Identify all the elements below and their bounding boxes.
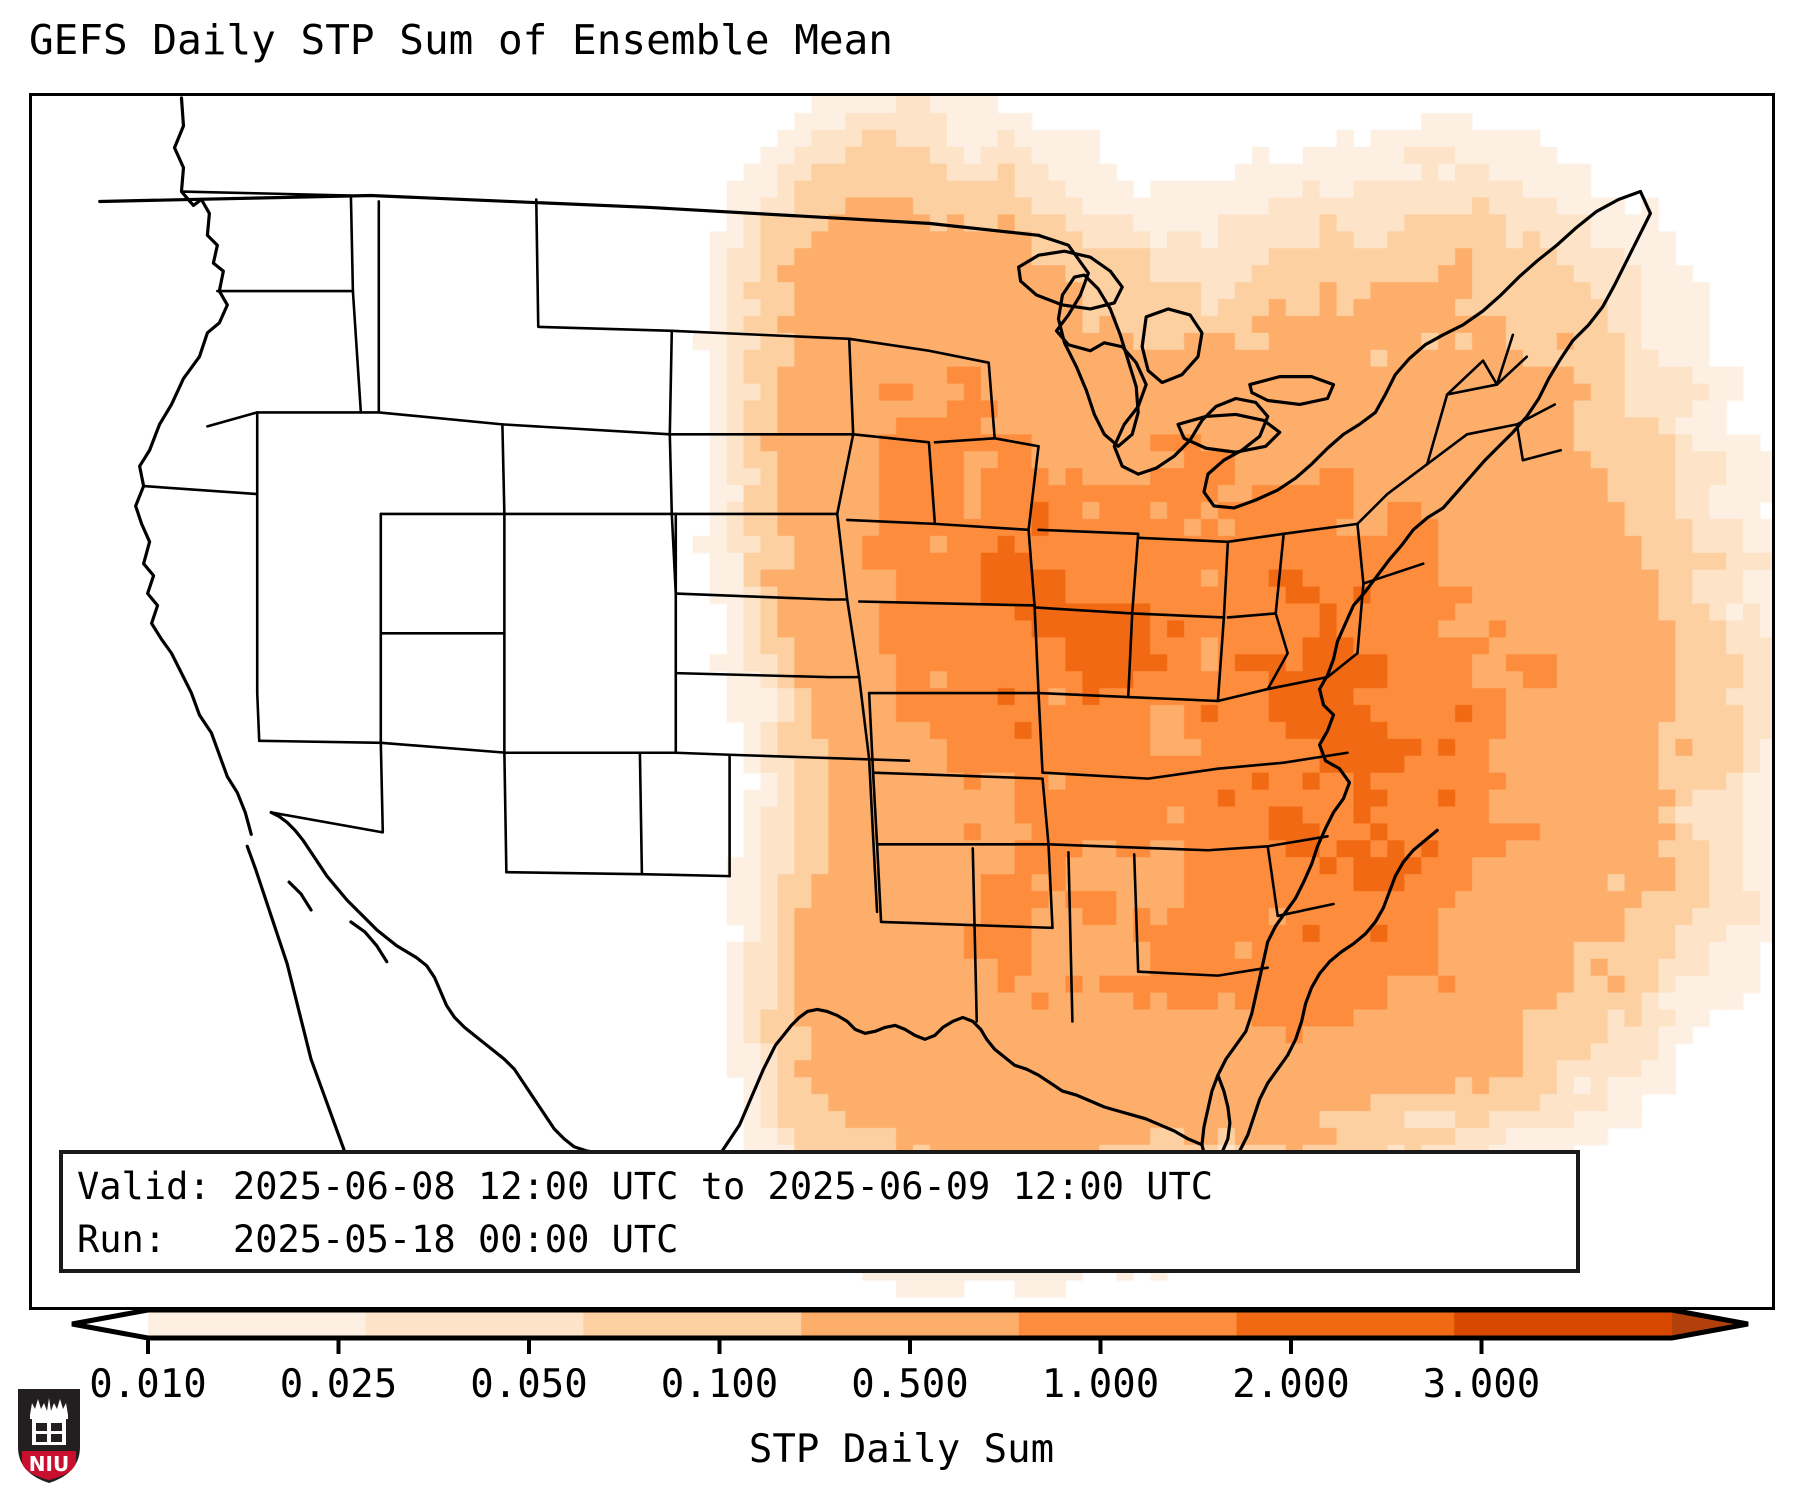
colorbar-band-4 (1018, 1310, 1238, 1338)
colorbar-band-2 (583, 1310, 802, 1338)
colorbar-under-arrow (72, 1310, 148, 1338)
niu-logo-text: NIU (29, 1452, 69, 1476)
map-panel (29, 93, 1775, 1310)
niu-logo: NIU (18, 1389, 80, 1483)
colorbar-outline (71, 1307, 1749, 1341)
page-title: GEFS Daily STP Sum of Ensemble Mean (29, 16, 893, 64)
forecast-info-box: Valid: 2025-06-08 12:00 UTC to 2025-06-0… (59, 1150, 1580, 1273)
colorbar-tick-label-4: 0.500 (851, 1362, 969, 1407)
run-time-line: Run: 2025-05-18 00:00 UTC (77, 1218, 679, 1261)
colorbar-tick-label-5: 1.000 (1041, 1362, 1160, 1407)
colorbar-axis-label: STP Daily Sum (748, 1427, 1055, 1472)
colorbar-tick-label-2: 0.050 (470, 1362, 588, 1407)
colorbar-band-1 (365, 1310, 585, 1338)
colorbar-band-0 (148, 1310, 367, 1338)
colorbar-band-6 (1454, 1310, 1673, 1338)
colorbar-tick-label-3: 0.100 (660, 1362, 779, 1407)
colorbar-tick-label-6: 2.000 (1232, 1362, 1350, 1407)
colorbar-band-5 (1236, 1310, 1455, 1338)
colorbar-band-3 (801, 1310, 1020, 1338)
colorbar-over-arrow (1672, 1310, 1748, 1338)
colorbar (0, 1300, 1803, 1500)
colorbar-tick-label-7: 3.000 (1422, 1362, 1541, 1407)
stp-heatmap-layer (32, 96, 1772, 1307)
valid-time-line: Valid: 2025-06-08 12:00 UTC to 2025-06-0… (77, 1165, 1214, 1208)
colorbar-tick-label-0: 0.010 (89, 1362, 207, 1407)
colorbar-gradient (71, 1307, 1749, 1354)
colorbar-tick-label-1: 0.025 (279, 1362, 398, 1407)
